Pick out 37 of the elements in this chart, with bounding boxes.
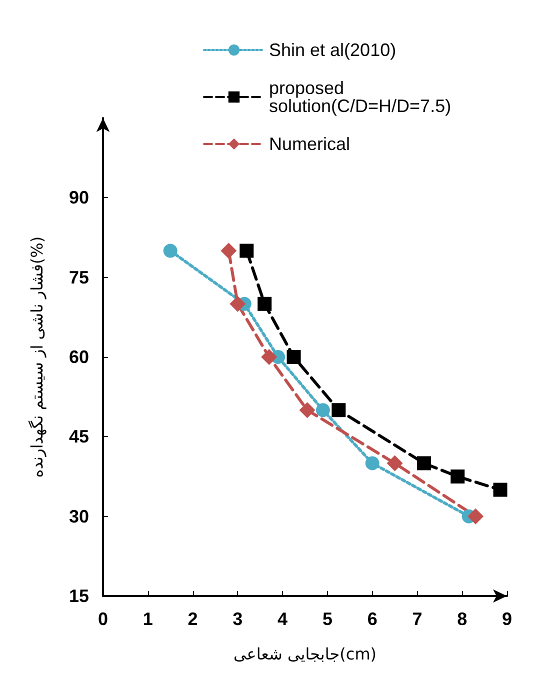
y-tick-label: 15 <box>68 586 89 606</box>
point <box>316 403 330 418</box>
point <box>240 244 254 258</box>
point <box>332 403 346 418</box>
legend-label: proposed solution(C/D=H/D=7.5) <box>269 78 452 116</box>
point <box>450 470 465 484</box>
x-tick-label: 8 <box>457 609 468 629</box>
point <box>493 482 508 497</box>
x-tick-label: 2 <box>188 609 198 629</box>
x-tick-label: 4 <box>278 609 288 629</box>
legend-label: Numerical <box>269 134 350 154</box>
point <box>416 456 431 470</box>
point <box>286 350 301 364</box>
x-tick-label: 0 <box>98 609 108 629</box>
y-tick-label: 60 <box>68 347 89 367</box>
point <box>258 296 272 311</box>
point <box>163 244 178 258</box>
point <box>468 508 484 524</box>
y-axis-title: فشار ناشی از سیستم نگهدارنده(%) <box>28 236 46 478</box>
y-tick-label: 75 <box>68 267 89 288</box>
y-tick-label: 45 <box>68 426 89 447</box>
x-tick-label: 7 <box>412 609 422 629</box>
point <box>230 296 246 312</box>
y-tick-label: 90 <box>68 188 89 208</box>
point <box>386 455 403 472</box>
point <box>261 349 278 365</box>
y-tick-label: 30 <box>68 506 89 526</box>
legend-label: Shin et al(2010) <box>269 40 396 60</box>
x-tick-label: 1 <box>142 609 153 629</box>
x-tick-label: 3 <box>232 609 243 629</box>
point <box>299 402 316 418</box>
x-tick-label: 5 <box>322 609 332 629</box>
x-tick-label: 9 <box>502 609 512 629</box>
x-axis-title: جابجایی شعاعی(cm) <box>233 644 377 664</box>
point <box>220 242 237 259</box>
x-tick-label: 6 <box>367 609 378 629</box>
point <box>365 456 380 470</box>
